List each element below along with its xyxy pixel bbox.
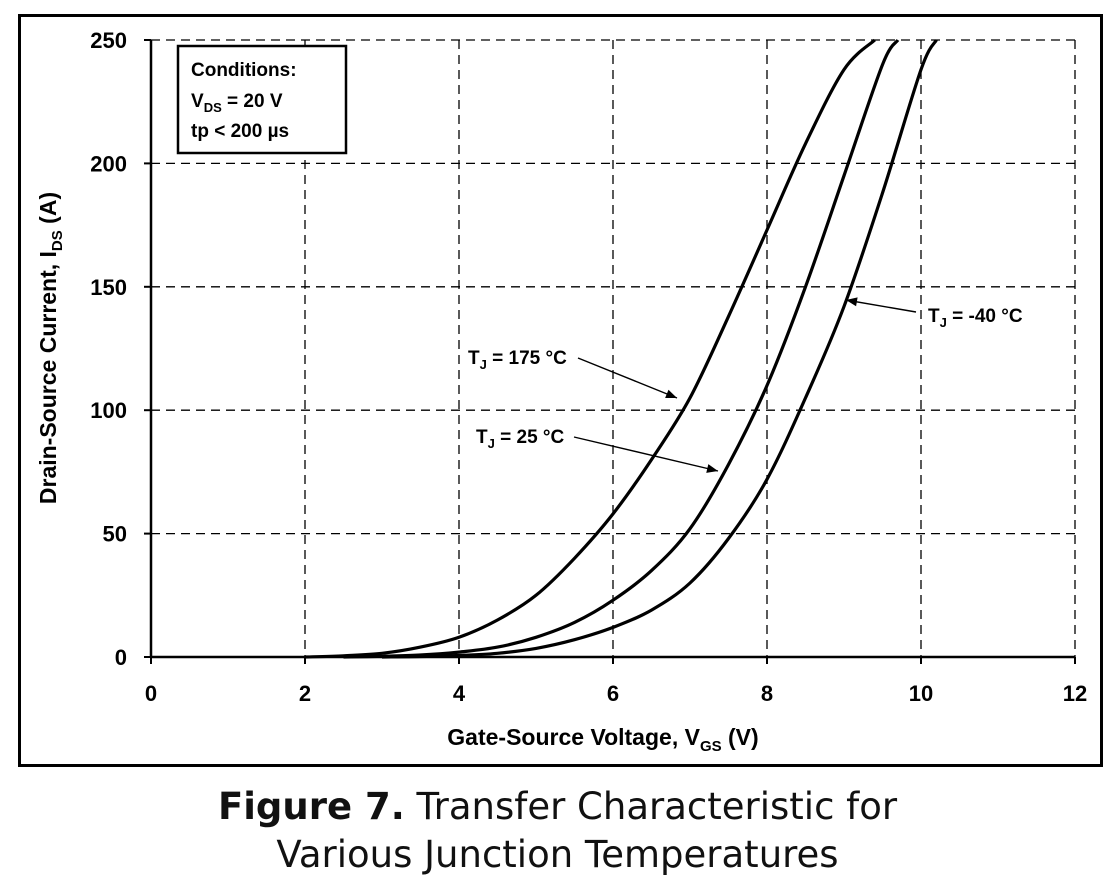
series-lines	[304, 38, 938, 659]
caption-line-2: Various Junction Temperatures	[276, 833, 839, 876]
chart-frame	[18, 14, 1103, 767]
annotation-arrowhead-2	[846, 297, 858, 307]
annotation-label-1: TJ = 25 °C	[476, 427, 565, 451]
conditions-tp: tp < 200 µs	[191, 121, 289, 142]
annotation-label-2: TJ = -40 °C	[928, 306, 1023, 330]
annotation-leader-2	[845, 299, 917, 313]
annotation-leader-1	[573, 436, 719, 472]
x-tick-label-6: 12	[1063, 681, 1087, 706]
annotation-leader-0	[577, 357, 678, 399]
annotations: TJ = 175 °C TJ = 25 °C TJ = -40 °C	[468, 297, 1023, 473]
x-tick-label-0: 0	[145, 681, 157, 706]
y-axis-title: Drain-Source Current, IDS (A)	[35, 192, 66, 504]
y-tick-label-5: 250	[90, 28, 127, 53]
annotation-arrowhead-1	[706, 464, 718, 473]
x-tick-label-4: 8	[761, 681, 773, 706]
figure-caption: Figure 7. Transfer Characteristic for Va…	[0, 783, 1115, 879]
conditions-box: Conditions: VDS = 20 V tp < 200 µs	[176, 44, 348, 155]
x-tick-label-3: 6	[607, 681, 619, 706]
conditions-vds: VDS = 20 V	[191, 91, 283, 115]
series-line-2	[381, 39, 938, 659]
y-tick-label-3: 150	[90, 275, 127, 300]
x-tick-label-2: 4	[453, 681, 466, 706]
y-tick-label-4: 200	[90, 151, 127, 176]
conditions-title: Conditions:	[191, 60, 297, 81]
caption-line-1: Transfer Characteristic for	[404, 785, 898, 828]
figure-label: Figure 7.	[217, 785, 405, 828]
x-axis-title: Gate-Source Voltage, VGS (V)	[447, 724, 758, 755]
tick-labels: 0 2 4 6 8 10 12 0 50 100 150 200 250	[90, 28, 1087, 706]
annotation-label-0: TJ = 175 °C	[468, 348, 567, 372]
y-tick-label-2: 100	[90, 398, 127, 423]
grid-lines	[151, 39, 1076, 657]
x-tick-label-5: 10	[909, 681, 933, 706]
x-tick-label-1: 2	[299, 681, 311, 706]
series-line-1	[343, 39, 900, 659]
y-tick-label-0: 0	[115, 645, 127, 670]
annotation-arrowhead-0	[665, 389, 677, 399]
y-tick-label-1: 50	[103, 522, 127, 547]
series-line-0	[304, 38, 876, 659]
